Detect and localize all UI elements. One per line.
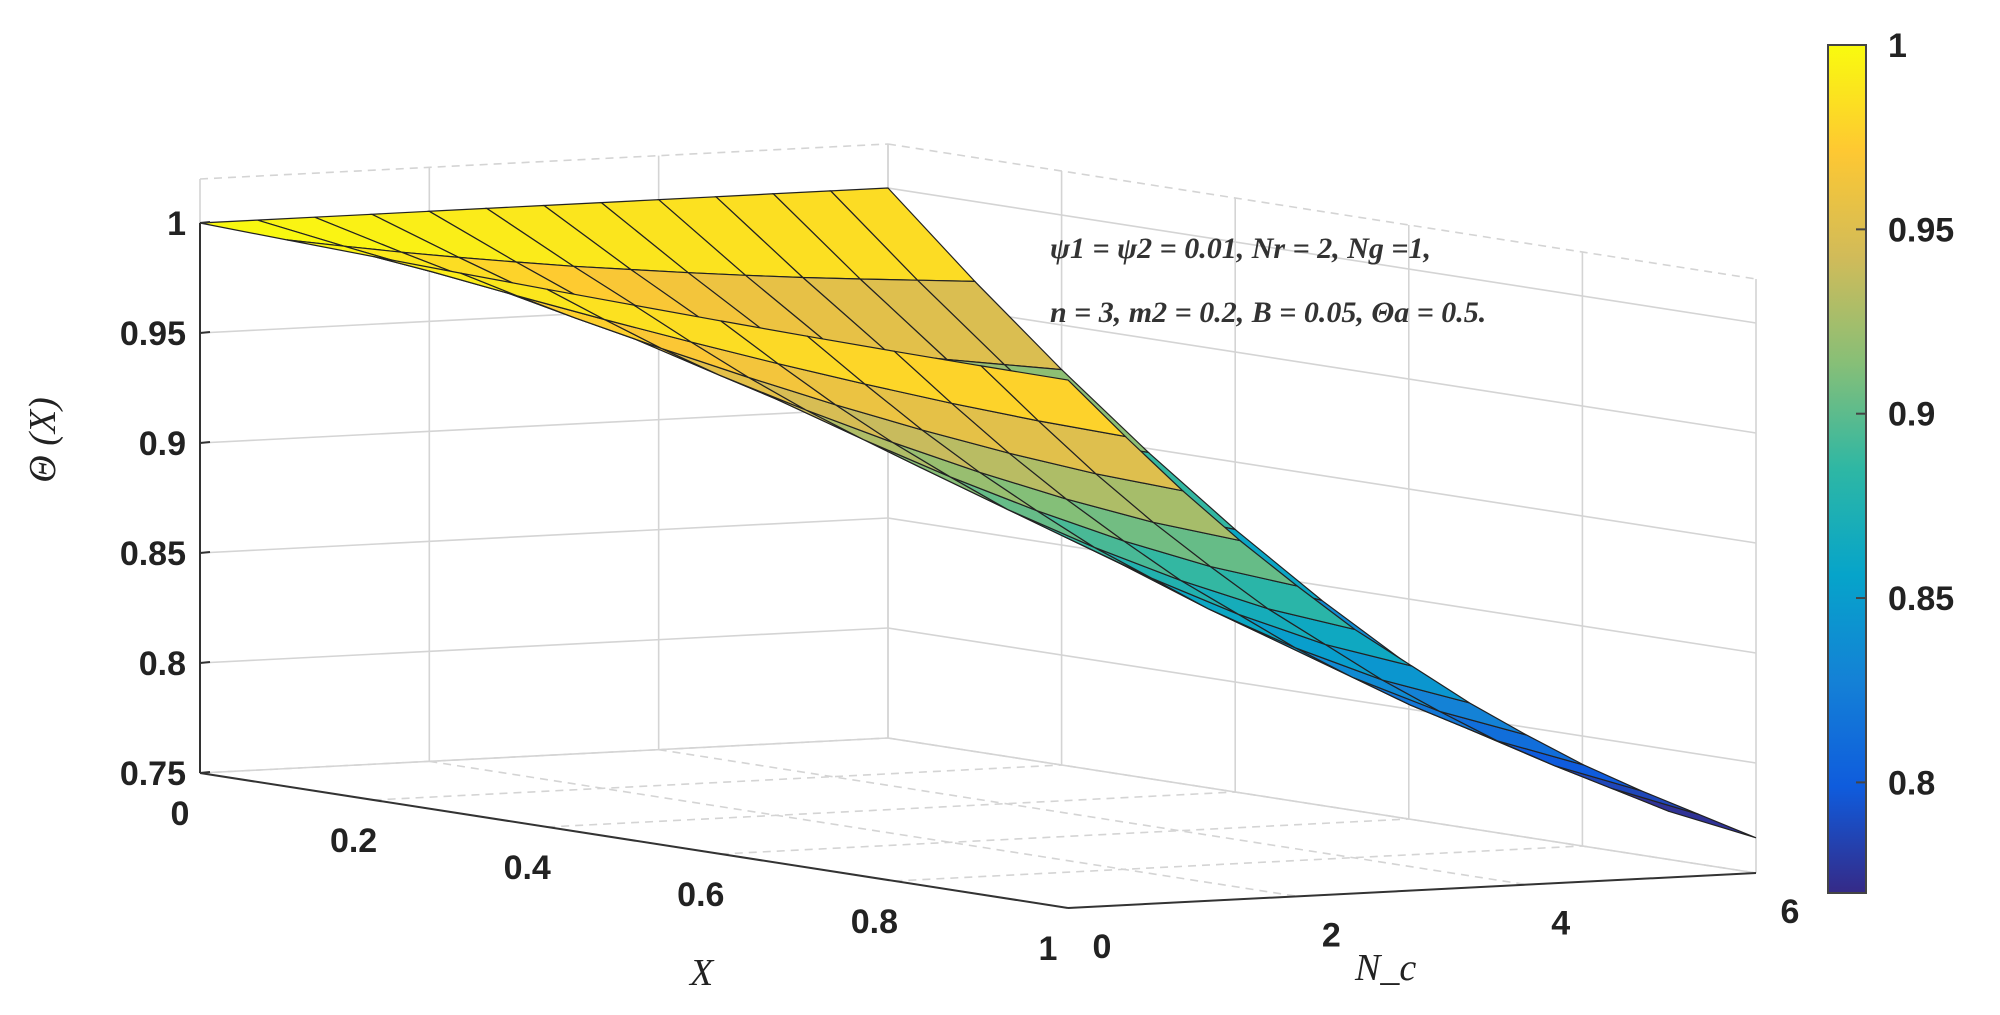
- z-tick-mark: [199, 331, 211, 334]
- z-tick-mark: [199, 551, 211, 554]
- x-tick-label: 0.4: [504, 849, 551, 887]
- x-tick-label: 0.2: [330, 822, 377, 860]
- surface-patch: [1496, 740, 1642, 792]
- z-tick-label: 1: [167, 205, 186, 243]
- x-axis-label: X: [688, 952, 715, 994]
- nc-axis-label: N_c: [1354, 947, 1416, 989]
- x-tick-label: 0.6: [677, 876, 724, 914]
- nc-tick-label: 4: [1551, 905, 1570, 943]
- axis-line: [1067, 872, 1757, 909]
- grid-line: [887, 627, 1757, 764]
- grid-line: [887, 517, 1757, 654]
- grid-line: [199, 517, 889, 554]
- grid-line: [894, 845, 1583, 882]
- grid-line: [199, 737, 889, 774]
- grid-line: [887, 297, 1757, 434]
- z-tick-mark: [199, 661, 211, 664]
- x-tick-label: 1: [1039, 930, 1058, 968]
- grid-line: [199, 143, 889, 180]
- z-tick-label: 0.85: [120, 535, 186, 573]
- surface-patch: [1611, 787, 1757, 839]
- grid-line: [199, 627, 889, 664]
- grid-line: [887, 737, 1757, 874]
- axis-line: [199, 772, 1069, 909]
- grid-line: [887, 143, 1757, 280]
- grid-line: [547, 791, 1236, 828]
- z-tick-label: 0.75: [120, 755, 186, 793]
- z-tick-label: 0.95: [120, 315, 186, 353]
- colorbar-tick-label: 0.9: [1888, 396, 1935, 434]
- colorbar-tick-label: 1: [1888, 27, 1907, 65]
- colorbar-tick-label: 0.8: [1888, 764, 1935, 802]
- z-tick-mark: [199, 771, 211, 774]
- parameter-annotation: ψ1 = ψ2 = 0.01, Nr = 2, Ng =1, n = 3, m2…: [1050, 232, 1486, 329]
- x-tick-label: 0: [171, 795, 190, 833]
- z-tick-label: 0.9: [139, 425, 186, 463]
- surface-mesh: [199, 187, 1757, 839]
- annotation-line-1: ψ1 = ψ2 = 0.01, Nr = 2, Ng =1,: [1050, 232, 1431, 265]
- annotation-line-2: n = 3, m2 = 0.2, B = 0.05, Θa = 0.5.: [1050, 296, 1486, 329]
- surface-patch: [1439, 710, 1585, 766]
- grid-line: [887, 187, 1757, 324]
- colorbar-tick-label: 0.85: [1888, 580, 1954, 618]
- z-tick-label: 0.8: [139, 645, 186, 683]
- surface-patch: [1554, 765, 1699, 815]
- z-axis-label: Θ (X): [22, 397, 64, 482]
- grid-line: [373, 764, 1062, 801]
- z-tick-mark: [199, 441, 211, 444]
- z-tick-mark: [199, 221, 211, 224]
- axes-frame: [199, 223, 1757, 909]
- colorbar-strip: [1827, 44, 1867, 894]
- nc-tick-label: 2: [1322, 916, 1341, 954]
- surface-patch: [979, 364, 1128, 438]
- grid-line: [658, 748, 1527, 886]
- grid-line: [199, 407, 889, 444]
- nc-tick-label: 6: [1781, 893, 1800, 931]
- grid-line: [429, 760, 1298, 898]
- nc-tick-label: 0: [1093, 928, 1112, 966]
- colorbar-tick-label: 0.95: [1888, 211, 1954, 249]
- grid-line: [720, 818, 1409, 855]
- colorbar: 0.8 0.85 0.9 0.95 1: [1827, 27, 1954, 894]
- x-tick-label: 0.8: [851, 903, 898, 941]
